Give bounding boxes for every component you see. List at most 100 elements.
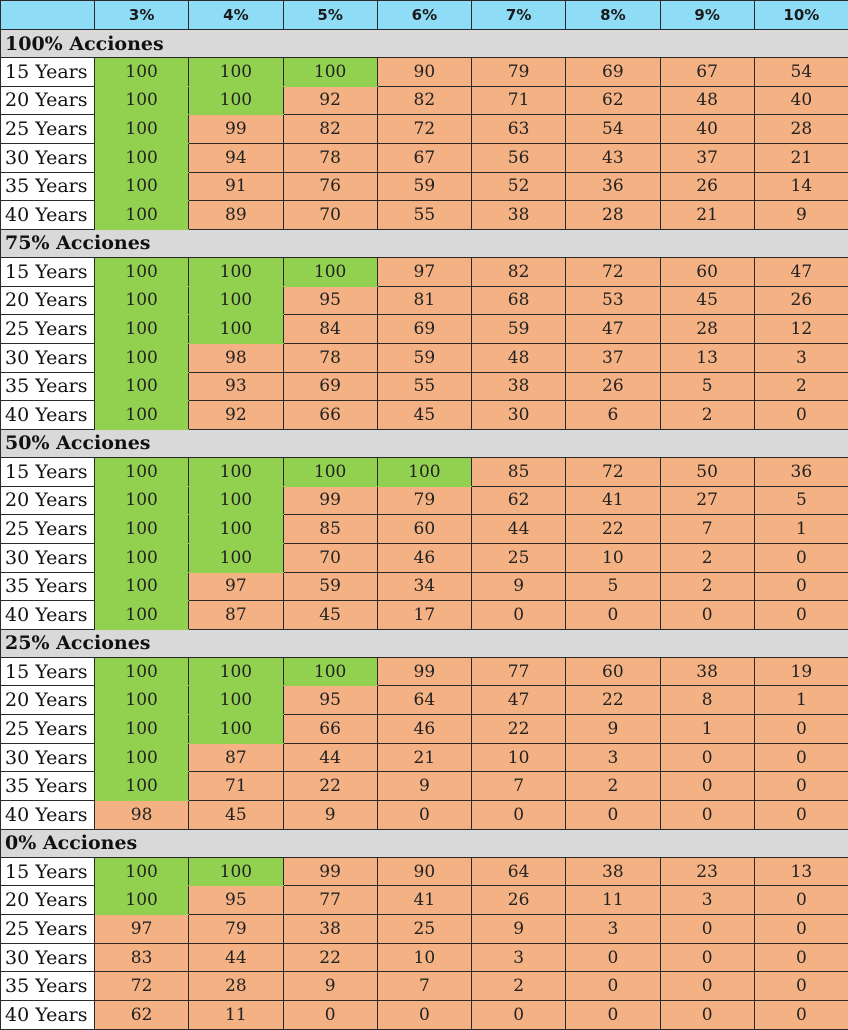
table-cell: 100 <box>189 715 283 744</box>
table-cell: 55 <box>377 372 471 401</box>
table-cell: 5 <box>660 372 754 401</box>
table-cell: 100 <box>95 115 189 144</box>
table-cell: 82 <box>283 115 377 144</box>
row-label: 35 Years <box>1 172 95 201</box>
row-label: 30 Years <box>1 143 95 172</box>
table-cell: 0 <box>754 743 848 772</box>
table-cell: 100 <box>95 486 189 515</box>
table-cell: 97 <box>377 257 471 286</box>
table-cell: 69 <box>283 372 377 401</box>
table-cell: 0 <box>472 801 566 830</box>
table-cell: 30 <box>472 401 566 430</box>
table-cell: 50 <box>660 457 754 486</box>
table-cell: 3 <box>472 943 566 972</box>
table-cell: 99 <box>189 115 283 144</box>
row-label: 35 Years <box>1 572 95 601</box>
table-cell: 100 <box>283 657 377 686</box>
table-cell: 62 <box>95 1001 189 1030</box>
table-cell: 98 <box>189 343 283 372</box>
table-cell: 28 <box>189 972 283 1001</box>
table-cell: 66 <box>283 715 377 744</box>
table-cell: 97 <box>95 915 189 944</box>
row-label: 40 Years <box>1 601 95 630</box>
group-header-row: 100% Acciones <box>1 30 848 58</box>
table-cell: 100 <box>95 543 189 572</box>
table-cell: 0 <box>754 801 848 830</box>
table-cell: 0 <box>377 1001 471 1030</box>
table-cell: 100 <box>95 286 189 315</box>
table-cell: 45 <box>283 601 377 630</box>
table-cell: 83 <box>95 943 189 972</box>
row-label: 35 Years <box>1 772 95 801</box>
table-cell: 100 <box>189 857 283 886</box>
table-cell: 26 <box>754 286 848 315</box>
table-cell: 0 <box>660 743 754 772</box>
table-cell: 44 <box>472 515 566 544</box>
table-cell: 100 <box>189 657 283 686</box>
table-cell: 97 <box>189 572 283 601</box>
table-cell: 81 <box>377 286 471 315</box>
table-cell: 27 <box>660 486 754 515</box>
row-label: 20 Years <box>1 886 95 915</box>
row-label: 30 Years <box>1 743 95 772</box>
table-cell: 100 <box>95 401 189 430</box>
table-cell: 38 <box>660 657 754 686</box>
table-cell: 41 <box>566 486 660 515</box>
table-cell: 99 <box>283 857 377 886</box>
table-cell: 77 <box>472 657 566 686</box>
table-cell: 1 <box>754 515 848 544</box>
table-cell: 0 <box>566 1001 660 1030</box>
table-cell: 0 <box>754 915 848 944</box>
table-cell: 63 <box>472 115 566 144</box>
table-cell: 52 <box>472 172 566 201</box>
table-cell: 38 <box>566 857 660 886</box>
table-cell: 0 <box>472 1001 566 1030</box>
table-cell: 0 <box>377 801 471 830</box>
table-cell: 100 <box>189 515 283 544</box>
group-title: 0% Acciones <box>1 829 848 857</box>
table-cell: 60 <box>377 515 471 544</box>
table-cell: 9 <box>472 915 566 944</box>
table-cell: 68 <box>472 286 566 315</box>
table-cell: 89 <box>189 201 283 230</box>
table-cell: 64 <box>472 857 566 886</box>
table-cell: 69 <box>377 315 471 344</box>
table-cell: 0 <box>660 772 754 801</box>
table-cell: 36 <box>754 457 848 486</box>
table-cell: 0 <box>754 886 848 915</box>
table-cell: 22 <box>566 515 660 544</box>
table-cell: 82 <box>377 86 471 115</box>
table-cell: 0 <box>754 943 848 972</box>
table-cell: 100 <box>95 457 189 486</box>
group-header-row: 50% Acciones <box>1 429 848 457</box>
table-cell: 0 <box>754 601 848 630</box>
table-cell: 67 <box>660 58 754 87</box>
table-cell: 7 <box>660 515 754 544</box>
table-cell: 54 <box>754 58 848 87</box>
table-cell: 5 <box>754 486 848 515</box>
table-cell: 78 <box>283 143 377 172</box>
table-cell: 47 <box>566 315 660 344</box>
table-cell: 40 <box>754 86 848 115</box>
header-rate-8pct: 8% <box>566 1 660 30</box>
row-label: 30 Years <box>1 543 95 572</box>
table-cell: 100 <box>95 315 189 344</box>
table-cell: 87 <box>189 743 283 772</box>
table-cell: 3 <box>754 343 848 372</box>
table-cell: 17 <box>377 601 471 630</box>
table-cell: 77 <box>283 886 377 915</box>
table-cell: 100 <box>95 857 189 886</box>
table-cell: 59 <box>377 343 471 372</box>
table-cell: 59 <box>377 172 471 201</box>
table-cell: 100 <box>95 715 189 744</box>
header-row: 3%4%5%6%7%8%9%10% <box>1 1 848 30</box>
header-rate-10pct: 10% <box>754 1 848 30</box>
